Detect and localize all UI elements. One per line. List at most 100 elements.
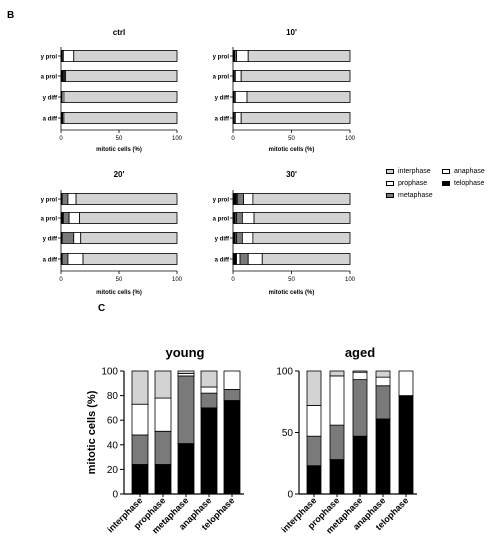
hchart-20-bar-a-diff-metaphase — [61, 253, 69, 265]
hchart-30-xtick-label-50: 50 — [288, 277, 295, 283]
hchart-ctrl-bar-a-diff-interphase — [63, 112, 178, 124]
vchart-aged-bar-prophase-telophase — [329, 459, 345, 495]
vchart-young-bar-metaphase-telophase — [177, 443, 195, 495]
legend-swatch-interphase — [386, 169, 394, 174]
vchart-aged-bar-telophase-telophase — [398, 395, 414, 495]
hchart-10-category-label-a-diff: a diff — [215, 117, 230, 123]
hchart-30-bar-a-diff-prophase — [247, 253, 263, 265]
vchart-young-bar-prophase-prophase — [154, 397, 172, 432]
hchart-10-category-label-a-prol: a prol — [213, 75, 230, 81]
hchart-10-bar-a-diff-prophase — [234, 112, 242, 124]
legend-swatch-anaphase — [442, 169, 450, 174]
vchart-aged-bar-prophase-metaphase — [329, 424, 345, 460]
hchart-ctrl-category-label-y-diff: y diff — [43, 96, 58, 102]
legend-item-prophase: prophase — [386, 180, 427, 187]
legend-item-anaphase: anaphase — [442, 168, 485, 175]
hchart-30-category-label-a-prol: a prol — [213, 217, 230, 223]
vchart-young-title: young — [166, 345, 205, 360]
hchart-10-bar-y-prol-prophase — [236, 50, 249, 62]
legend-swatch-prophase — [386, 181, 394, 186]
hchart-10-category-label-y-prol: y prol — [213, 55, 230, 61]
panel-label-c: C — [98, 303, 106, 314]
vchart-aged-ytick-label-0: 0 — [287, 490, 293, 501]
hchart-20-bar-y-prol-interphase — [75, 193, 178, 205]
vchart-young-ytick-label-40: 40 — [107, 440, 119, 451]
hchart-30-bar-a-prol-interphase — [253, 212, 351, 224]
vchart-young-bar-prophase-metaphase — [154, 430, 172, 465]
vchart-aged-ytick-label-50: 50 — [282, 428, 294, 439]
legend-label-metaphase: metaphase — [398, 192, 433, 199]
hchart-20-bar-y-diff-metaphase — [61, 232, 75, 244]
hchart-30-bar-y-prol-prophase — [243, 193, 254, 205]
hchart-20-bar-y-prol-metaphase — [61, 193, 69, 205]
vchart-young-bar-prophase-interphase — [154, 370, 172, 399]
vchart-aged-bar-telophase-prophase — [398, 370, 414, 397]
vchart-young-ytick-label-80: 80 — [107, 391, 119, 402]
hchart-10-category-label-y-diff: y diff — [215, 96, 230, 102]
vchart-aged-bar-prophase-prophase — [329, 375, 345, 426]
hchart-30-bar-a-diff-telophase — [232, 253, 237, 265]
vchart-young-bar-telophase-metaphase — [223, 389, 241, 401]
hchart-20-bar-a-prol-metaphase — [62, 212, 70, 224]
hchart-20-bar-y-prol-prophase — [67, 193, 77, 205]
hchart-20-xlabel: mitotic cells (%) — [96, 290, 142, 296]
hchart-ctrl-bar-a-prol-interphase — [65, 70, 178, 82]
hchart-30-bar-y-prol-metaphase — [237, 193, 244, 205]
vchart-aged-bar-anaphase-telophase — [375, 418, 391, 495]
vchart-aged-bar-metaphase-interphase — [352, 370, 368, 373]
legend-item-telophase: telophase — [442, 180, 484, 187]
vchart-aged-ytick-label-100: 100 — [276, 367, 293, 378]
vchart-aged-bar-interphase-prophase — [306, 405, 322, 437]
legend-swatch-metaphase — [386, 193, 394, 198]
hchart-ctrl-category-label-y-prol: y prol — [41, 55, 58, 61]
hchart-20-bar-y-diff-prophase — [73, 232, 82, 244]
vchart-young-ylabel: mitotic cells (%) — [86, 390, 98, 474]
hchart-ctrl-category-label-a-diff: a diff — [43, 117, 58, 123]
hchart-30-xtick-label-100: 100 — [345, 277, 356, 283]
vchart-young-bar-telophase-telophase — [223, 400, 241, 495]
hchart-30-bar-a-diff-metaphase — [239, 253, 249, 265]
vchart-young-ytick-label-60: 60 — [107, 416, 119, 427]
hchart-20-bar-a-diff-interphase — [82, 253, 178, 265]
hchart-20-title: 20' — [114, 170, 125, 179]
hchart-30-category-label-y-prol: y prol — [213, 198, 230, 204]
vchart-aged-bar-prophase-interphase — [329, 370, 345, 377]
vchart-aged-bar-interphase-telophase — [306, 465, 322, 495]
hchart-10-bar-y-diff-interphase — [246, 91, 351, 103]
vchart-young-bar-metaphase-interphase — [177, 370, 195, 374]
vchart-young-bar-anaphase-interphase — [200, 370, 218, 388]
legend-swatch-telophase — [442, 181, 450, 186]
hchart-20-xtick-label-50: 50 — [116, 277, 123, 283]
hchart-ctrl-xtick-label-50: 50 — [116, 136, 123, 142]
hchart-ctrl-title: ctrl — [113, 28, 125, 37]
hchart-ctrl-bar-y-prol-interphase — [73, 50, 178, 62]
legend-label-interphase: interphase — [398, 168, 431, 175]
vchart-young-bar-anaphase-metaphase — [200, 392, 218, 409]
hchart-ctrl-category-label-a-prol: a prol — [41, 75, 58, 81]
hchart-ctrl-xtick-label-0: 0 — [59, 136, 63, 142]
vchart-aged-title: aged — [345, 345, 375, 360]
hchart-ctrl-xlabel: mitotic cells (%) — [96, 147, 142, 153]
vchart-young-bar-anaphase-prophase — [200, 386, 218, 394]
hchart-10-xtick-label-50: 50 — [288, 136, 295, 142]
hchart-30-category-label-y-diff: y diff — [215, 237, 230, 243]
hchart-30-bar-a-diff-anaphase — [236, 253, 241, 265]
vchart-aged-bar-interphase-metaphase — [306, 435, 322, 467]
vchart-young-bar-interphase-prophase — [131, 403, 149, 436]
vchart-aged-bar-metaphase-prophase — [352, 371, 368, 381]
hchart-30-title: 30' — [286, 170, 297, 179]
hchart-20-category-label-y-prol: y prol — [41, 198, 58, 204]
vchart-young-bar-prophase-telophase — [154, 464, 172, 495]
hchart-20-bar-a-prol-prophase — [68, 212, 80, 224]
hchart-10-bar-y-diff-prophase — [234, 91, 248, 103]
vchart-young-ytick-label-100: 100 — [101, 367, 118, 378]
hchart-ctrl-xtick-label-100: 100 — [172, 136, 183, 142]
vchart-aged-bar-anaphase-interphase — [375, 370, 391, 378]
vchart-young-bar-anaphase-telophase — [200, 407, 218, 495]
hchart-30-xtick-label-0: 0 — [231, 277, 235, 283]
vchart-aged-bar-metaphase-telophase — [352, 435, 368, 495]
hchart-20-bar-a-diff-prophase — [67, 253, 84, 265]
panel-label-b: B — [7, 10, 15, 21]
hchart-10-bar-a-prol-prophase — [234, 70, 242, 82]
hchart-20-bar-a-prol-interphase — [79, 212, 178, 224]
